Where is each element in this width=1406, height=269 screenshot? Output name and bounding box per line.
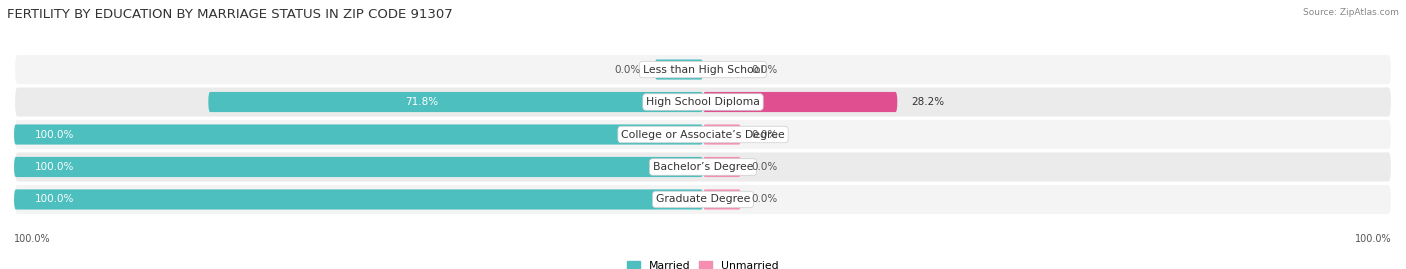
Text: 0.0%: 0.0%	[751, 65, 778, 75]
FancyBboxPatch shape	[14, 157, 703, 177]
Text: 28.2%: 28.2%	[911, 97, 945, 107]
Legend: Married, Unmarried: Married, Unmarried	[623, 256, 783, 269]
FancyBboxPatch shape	[208, 92, 703, 112]
Text: 100.0%: 100.0%	[35, 194, 75, 204]
FancyBboxPatch shape	[14, 184, 1392, 215]
Text: Bachelor’s Degree: Bachelor’s Degree	[652, 162, 754, 172]
FancyBboxPatch shape	[14, 119, 1392, 150]
Text: 0.0%: 0.0%	[614, 65, 641, 75]
FancyBboxPatch shape	[703, 125, 741, 144]
Text: Source: ZipAtlas.com: Source: ZipAtlas.com	[1303, 8, 1399, 17]
Text: Less than High School: Less than High School	[643, 65, 763, 75]
Text: FERTILITY BY EDUCATION BY MARRIAGE STATUS IN ZIP CODE 91307: FERTILITY BY EDUCATION BY MARRIAGE STATU…	[7, 8, 453, 21]
FancyBboxPatch shape	[14, 125, 703, 144]
FancyBboxPatch shape	[703, 92, 897, 112]
FancyBboxPatch shape	[655, 59, 703, 80]
Text: College or Associate’s Degree: College or Associate’s Degree	[621, 129, 785, 140]
Text: 100.0%: 100.0%	[35, 129, 75, 140]
Text: High School Diploma: High School Diploma	[647, 97, 759, 107]
FancyBboxPatch shape	[703, 157, 741, 177]
FancyBboxPatch shape	[14, 54, 1392, 85]
Text: 0.0%: 0.0%	[751, 194, 778, 204]
FancyBboxPatch shape	[703, 189, 741, 210]
FancyBboxPatch shape	[14, 151, 1392, 183]
FancyBboxPatch shape	[14, 189, 703, 210]
Text: 100.0%: 100.0%	[35, 162, 75, 172]
Text: 100.0%: 100.0%	[1355, 233, 1392, 243]
Text: 71.8%: 71.8%	[405, 97, 437, 107]
Text: 0.0%: 0.0%	[751, 162, 778, 172]
Text: 0.0%: 0.0%	[751, 129, 778, 140]
FancyBboxPatch shape	[14, 86, 1392, 118]
Text: Graduate Degree: Graduate Degree	[655, 194, 751, 204]
Text: 100.0%: 100.0%	[14, 233, 51, 243]
